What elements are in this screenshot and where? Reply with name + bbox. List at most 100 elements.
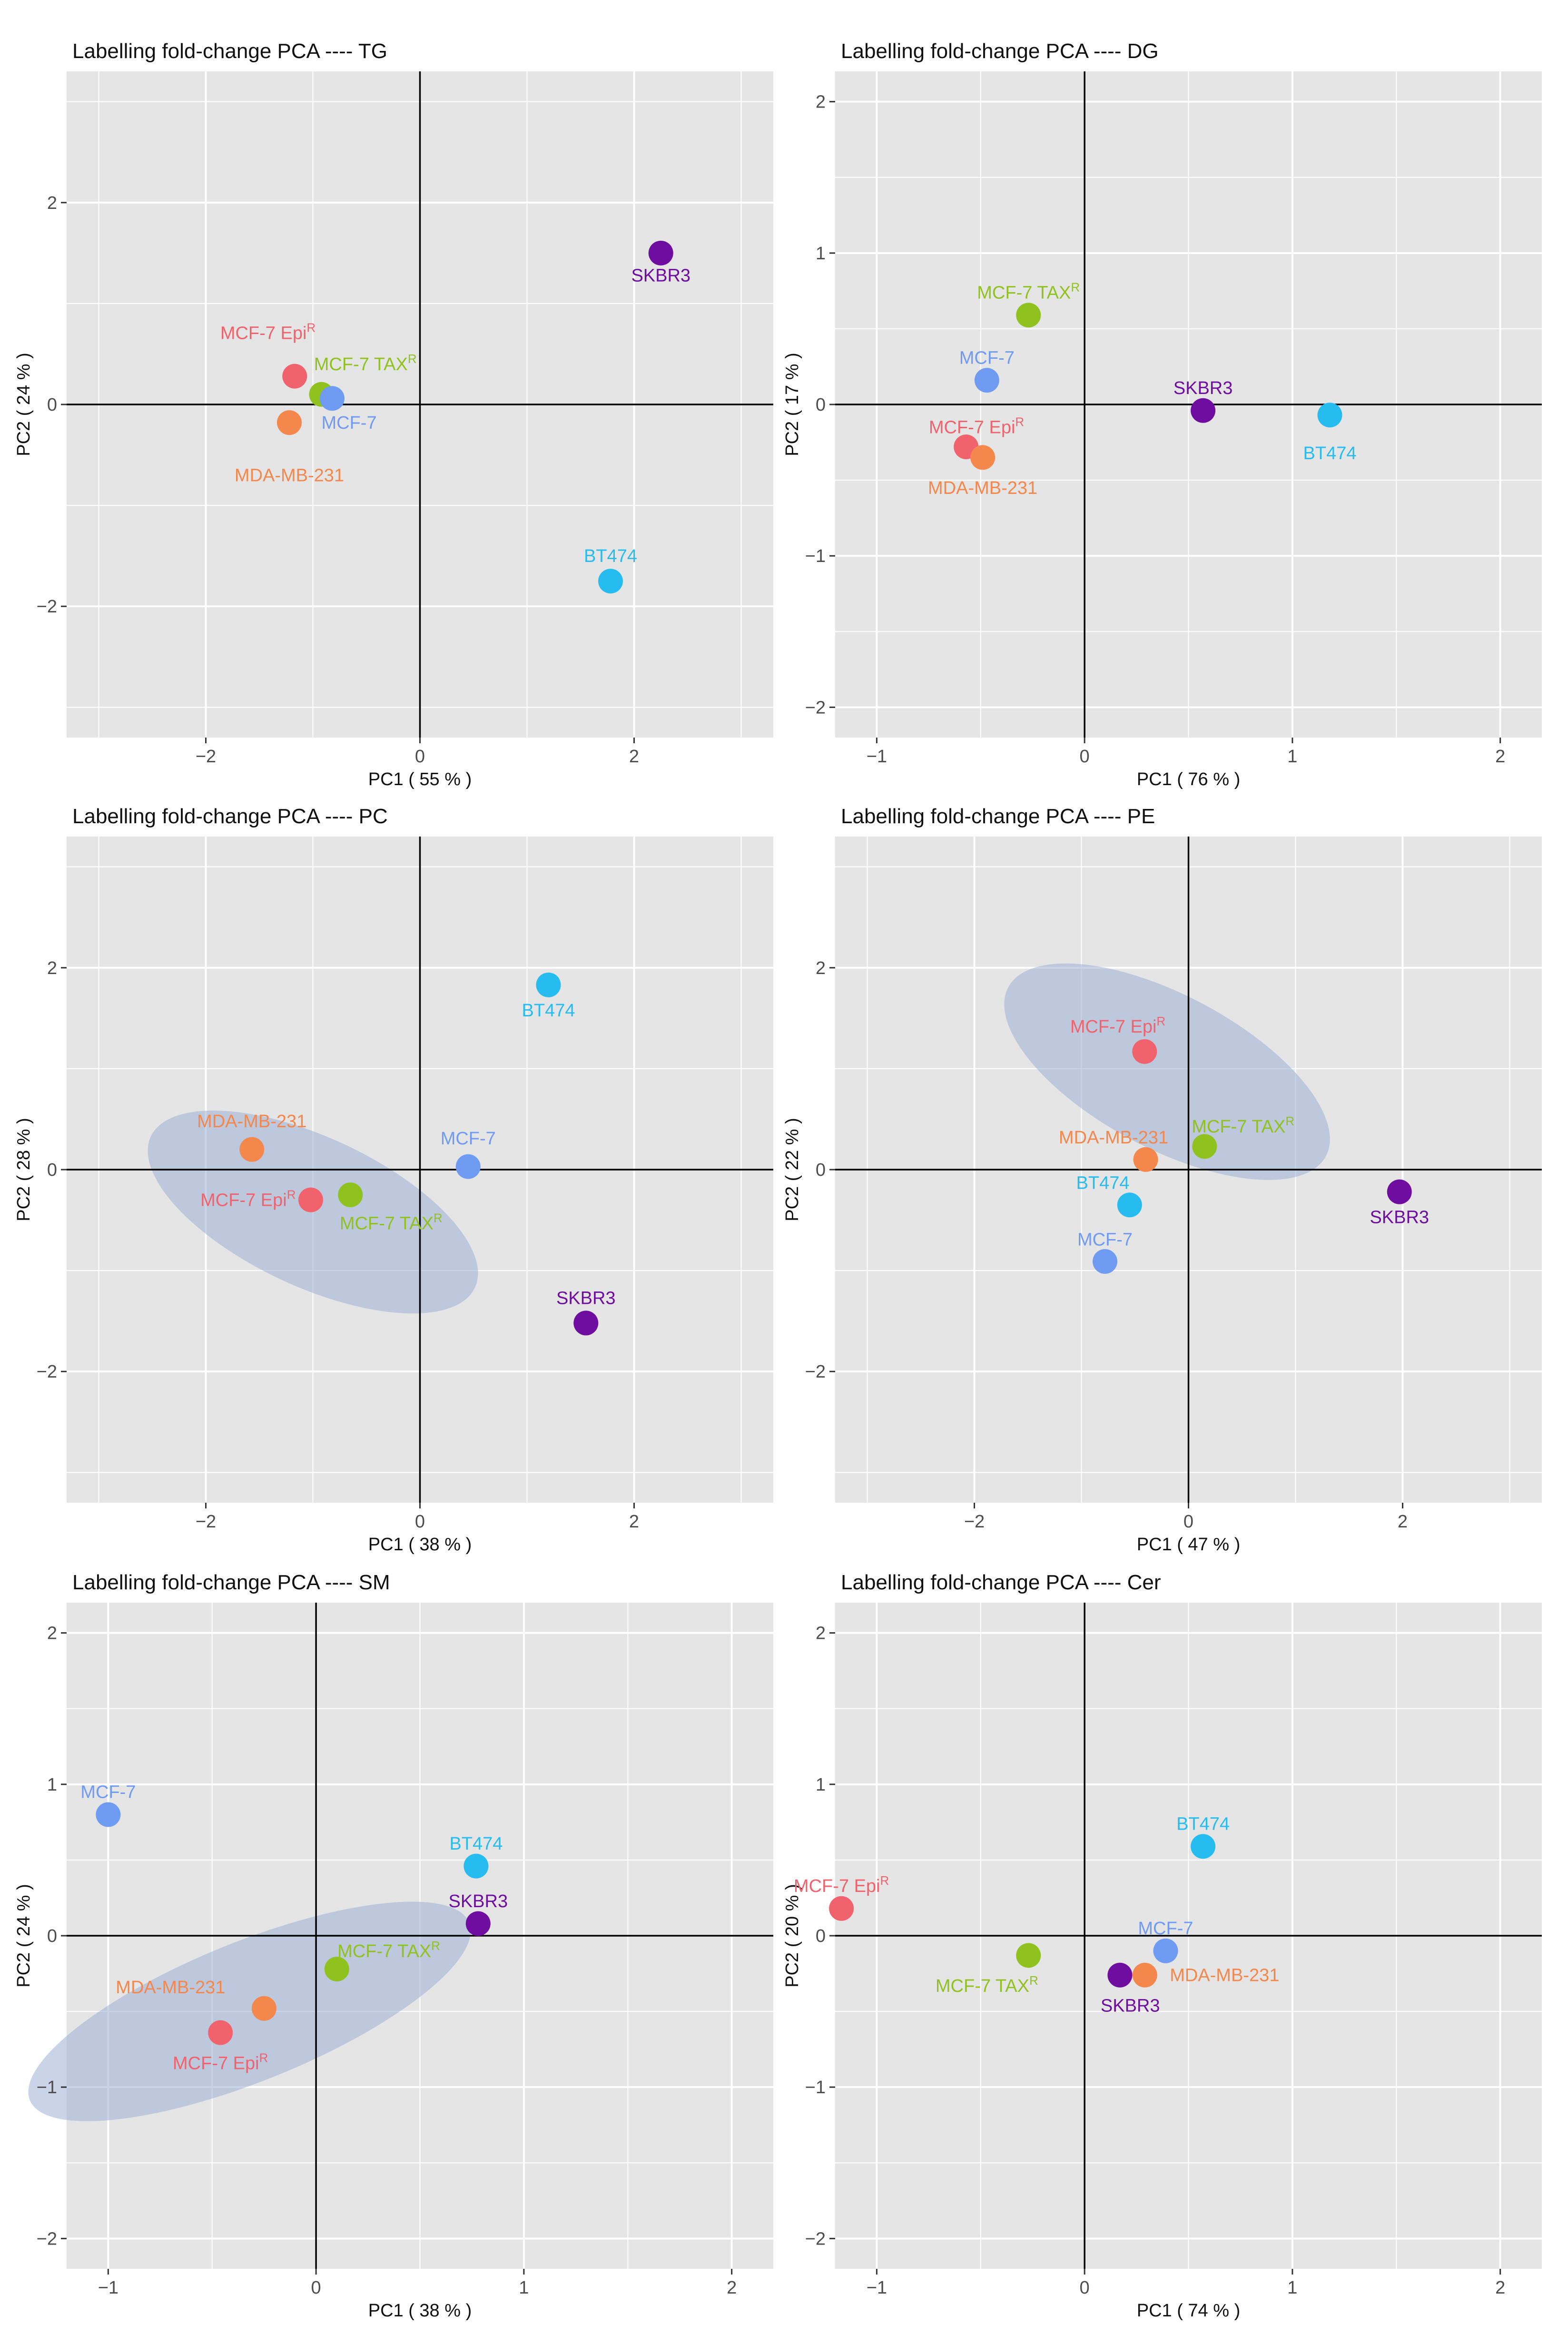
chart-panel-6: Labelling fold-change PCA ---- Cer −1 0 1 2 −… bbox=[782, 1571, 1542, 2321]
y-tick-label: −2 bbox=[805, 2229, 826, 2249]
point-label-text: MCF-7 bbox=[322, 413, 377, 433]
point-label: MCF-7 EpiR bbox=[794, 1873, 889, 1896]
point-label-superscript: R bbox=[287, 1188, 296, 1202]
point-label-superscript: R bbox=[880, 1873, 889, 1888]
point-mcf-7-taxr bbox=[1016, 1943, 1041, 1968]
point-label-text: MCF-7 TAX bbox=[936, 1976, 1029, 1996]
point-mcf-7-epir bbox=[298, 1187, 323, 1212]
chart-title: Labelling fold-change PCA ---- TG bbox=[72, 39, 387, 63]
point-label-text: MCF-7 Epi bbox=[929, 418, 1016, 438]
point-skbr3 bbox=[1387, 1179, 1412, 1204]
point-label: MDA-MB-231 bbox=[928, 478, 1037, 498]
point-skbr3 bbox=[573, 1310, 599, 1336]
x-tick-label: 2 bbox=[1495, 747, 1505, 767]
y-tick-label: −1 bbox=[37, 2078, 57, 2098]
chart-panel-3: Labelling fold-change PCA ---- PC −2 0 2 −2 0… bbox=[14, 805, 773, 1555]
point-label: MDA-MB-231 bbox=[1059, 1128, 1168, 1148]
y-axis-title: PC2 ( 22 % ) bbox=[782, 1118, 802, 1221]
point-mcf-7 bbox=[1153, 1938, 1178, 1963]
chart-panel-2: Labelling fold-change PCA ---- DG −1 0 1 2 −2… bbox=[782, 39, 1542, 789]
x-tick-label: 0 bbox=[311, 2278, 321, 2298]
chart-title: Labelling fold-change PCA ---- SM bbox=[72, 1571, 390, 1594]
y-tick-label: −2 bbox=[805, 1362, 826, 1382]
x-axis-title: PC1 ( 55 % ) bbox=[368, 769, 472, 789]
y-tick-label: 0 bbox=[47, 395, 57, 415]
point-mcf-7 bbox=[974, 368, 999, 393]
point-label: BT474 bbox=[1076, 1173, 1130, 1193]
point-label-text: BT474 bbox=[449, 1834, 503, 1854]
point-label: SKBR3 bbox=[1101, 1996, 1160, 2016]
y-tick-label: −1 bbox=[805, 2078, 826, 2098]
x-axis-title: PC1 ( 38 % ) bbox=[368, 2301, 472, 2321]
x-tick-label: 1 bbox=[1287, 747, 1297, 767]
point-label-text: MCF-7 bbox=[959, 348, 1015, 368]
point-label: MCF-7 bbox=[959, 348, 1015, 368]
point-label: MCF-7 EpiR bbox=[929, 415, 1024, 438]
x-tick-label: 2 bbox=[1495, 2278, 1505, 2298]
point-bt474 bbox=[1117, 1192, 1142, 1218]
y-tick-label: 1 bbox=[816, 1775, 826, 1795]
x-tick-label: 2 bbox=[727, 2278, 737, 2298]
y-tick-label: 2 bbox=[47, 1624, 57, 1644]
point-label: BT474 bbox=[1303, 443, 1357, 463]
x-tick-label: 0 bbox=[415, 1512, 425, 1532]
x-tick-label: 0 bbox=[415, 747, 425, 767]
x-tick-label: 0 bbox=[1080, 2278, 1090, 2298]
point-mda-mb-231 bbox=[970, 445, 996, 470]
point-bt474 bbox=[1191, 1834, 1216, 1859]
y-tick-label: −2 bbox=[37, 2229, 57, 2249]
point-skbr3 bbox=[648, 240, 673, 266]
point-label: MCF-7 bbox=[322, 413, 377, 433]
point-label-text: MCF-7 Epi bbox=[200, 1191, 287, 1211]
y-tick-label: 2 bbox=[816, 92, 826, 112]
point-label-text: MCF-7 TAX bbox=[314, 355, 408, 374]
point-label-text: MCF-7 TAX bbox=[1192, 1117, 1285, 1137]
point-bt474 bbox=[1317, 403, 1342, 428]
point-label-text: MDA-MB-231 bbox=[928, 478, 1037, 498]
point-mcf-7-epir bbox=[282, 364, 307, 389]
point-mcf-7-taxr bbox=[1192, 1134, 1217, 1159]
point-mda-mb-231 bbox=[251, 1996, 276, 2021]
y-axis-title: PC2 ( 20 % ) bbox=[782, 1884, 802, 1988]
x-tick-label: 1 bbox=[519, 2278, 529, 2298]
point-label-superscript: R bbox=[1285, 1114, 1294, 1128]
y-tick-label: 0 bbox=[47, 1926, 57, 1946]
y-tick-label: 1 bbox=[47, 1775, 57, 1795]
point-skbr3 bbox=[1191, 398, 1216, 423]
point-label-text: SKBR3 bbox=[631, 266, 690, 286]
chart-panel-5: Labelling fold-change PCA ---- SM −1 0 1 2 −2… bbox=[14, 1571, 773, 2321]
point-label-superscript: R bbox=[434, 1211, 443, 1225]
point-label-text: SKBR3 bbox=[556, 1288, 616, 1308]
point-label: MCF-7 EpiR bbox=[1070, 1014, 1165, 1037]
point-label: BT474 bbox=[449, 1834, 503, 1854]
y-axis-title: PC2 ( 24 % ) bbox=[14, 353, 34, 456]
x-tick-label: −1 bbox=[867, 747, 887, 767]
point-mda-mb-231 bbox=[1132, 1962, 1157, 1988]
point-label-text: MCF-7 TAX bbox=[340, 1213, 434, 1233]
x-tick-label: −2 bbox=[196, 747, 216, 767]
point-label-text: MDA-MB-231 bbox=[1170, 1966, 1279, 1986]
y-tick-label: 0 bbox=[816, 395, 826, 415]
chart-title: Labelling fold-change PCA ---- PC bbox=[72, 805, 388, 828]
y-tick-label: 2 bbox=[47, 958, 57, 978]
point-label-text: SKBR3 bbox=[1370, 1208, 1429, 1228]
point-mcf-7 bbox=[320, 386, 345, 411]
point-label: MCF-7 TAXR bbox=[314, 352, 417, 374]
x-axis-title: PC1 ( 76 % ) bbox=[1137, 769, 1241, 789]
point-label-text: MDA-MB-231 bbox=[197, 1112, 306, 1132]
point-label-text: BT474 bbox=[1076, 1173, 1130, 1193]
point-mda-mb-231 bbox=[239, 1137, 265, 1162]
point-label-text: SKBR3 bbox=[1174, 378, 1233, 398]
point-label: BT474 bbox=[584, 546, 637, 566]
y-tick-label: 2 bbox=[816, 1624, 826, 1644]
x-tick-label: −2 bbox=[196, 1512, 216, 1532]
point-label: MCF-7 EpiR bbox=[220, 320, 316, 343]
confidence-ellipse bbox=[1004, 963, 1330, 1180]
x-tick-label: 2 bbox=[1398, 1512, 1408, 1532]
point-mcf-7-epir bbox=[208, 2020, 233, 2045]
point-bt474 bbox=[463, 1853, 489, 1879]
point-label: BT474 bbox=[522, 1001, 575, 1021]
point-label: MCF-7 bbox=[1138, 1919, 1193, 1939]
x-tick-label: −1 bbox=[98, 2278, 118, 2298]
